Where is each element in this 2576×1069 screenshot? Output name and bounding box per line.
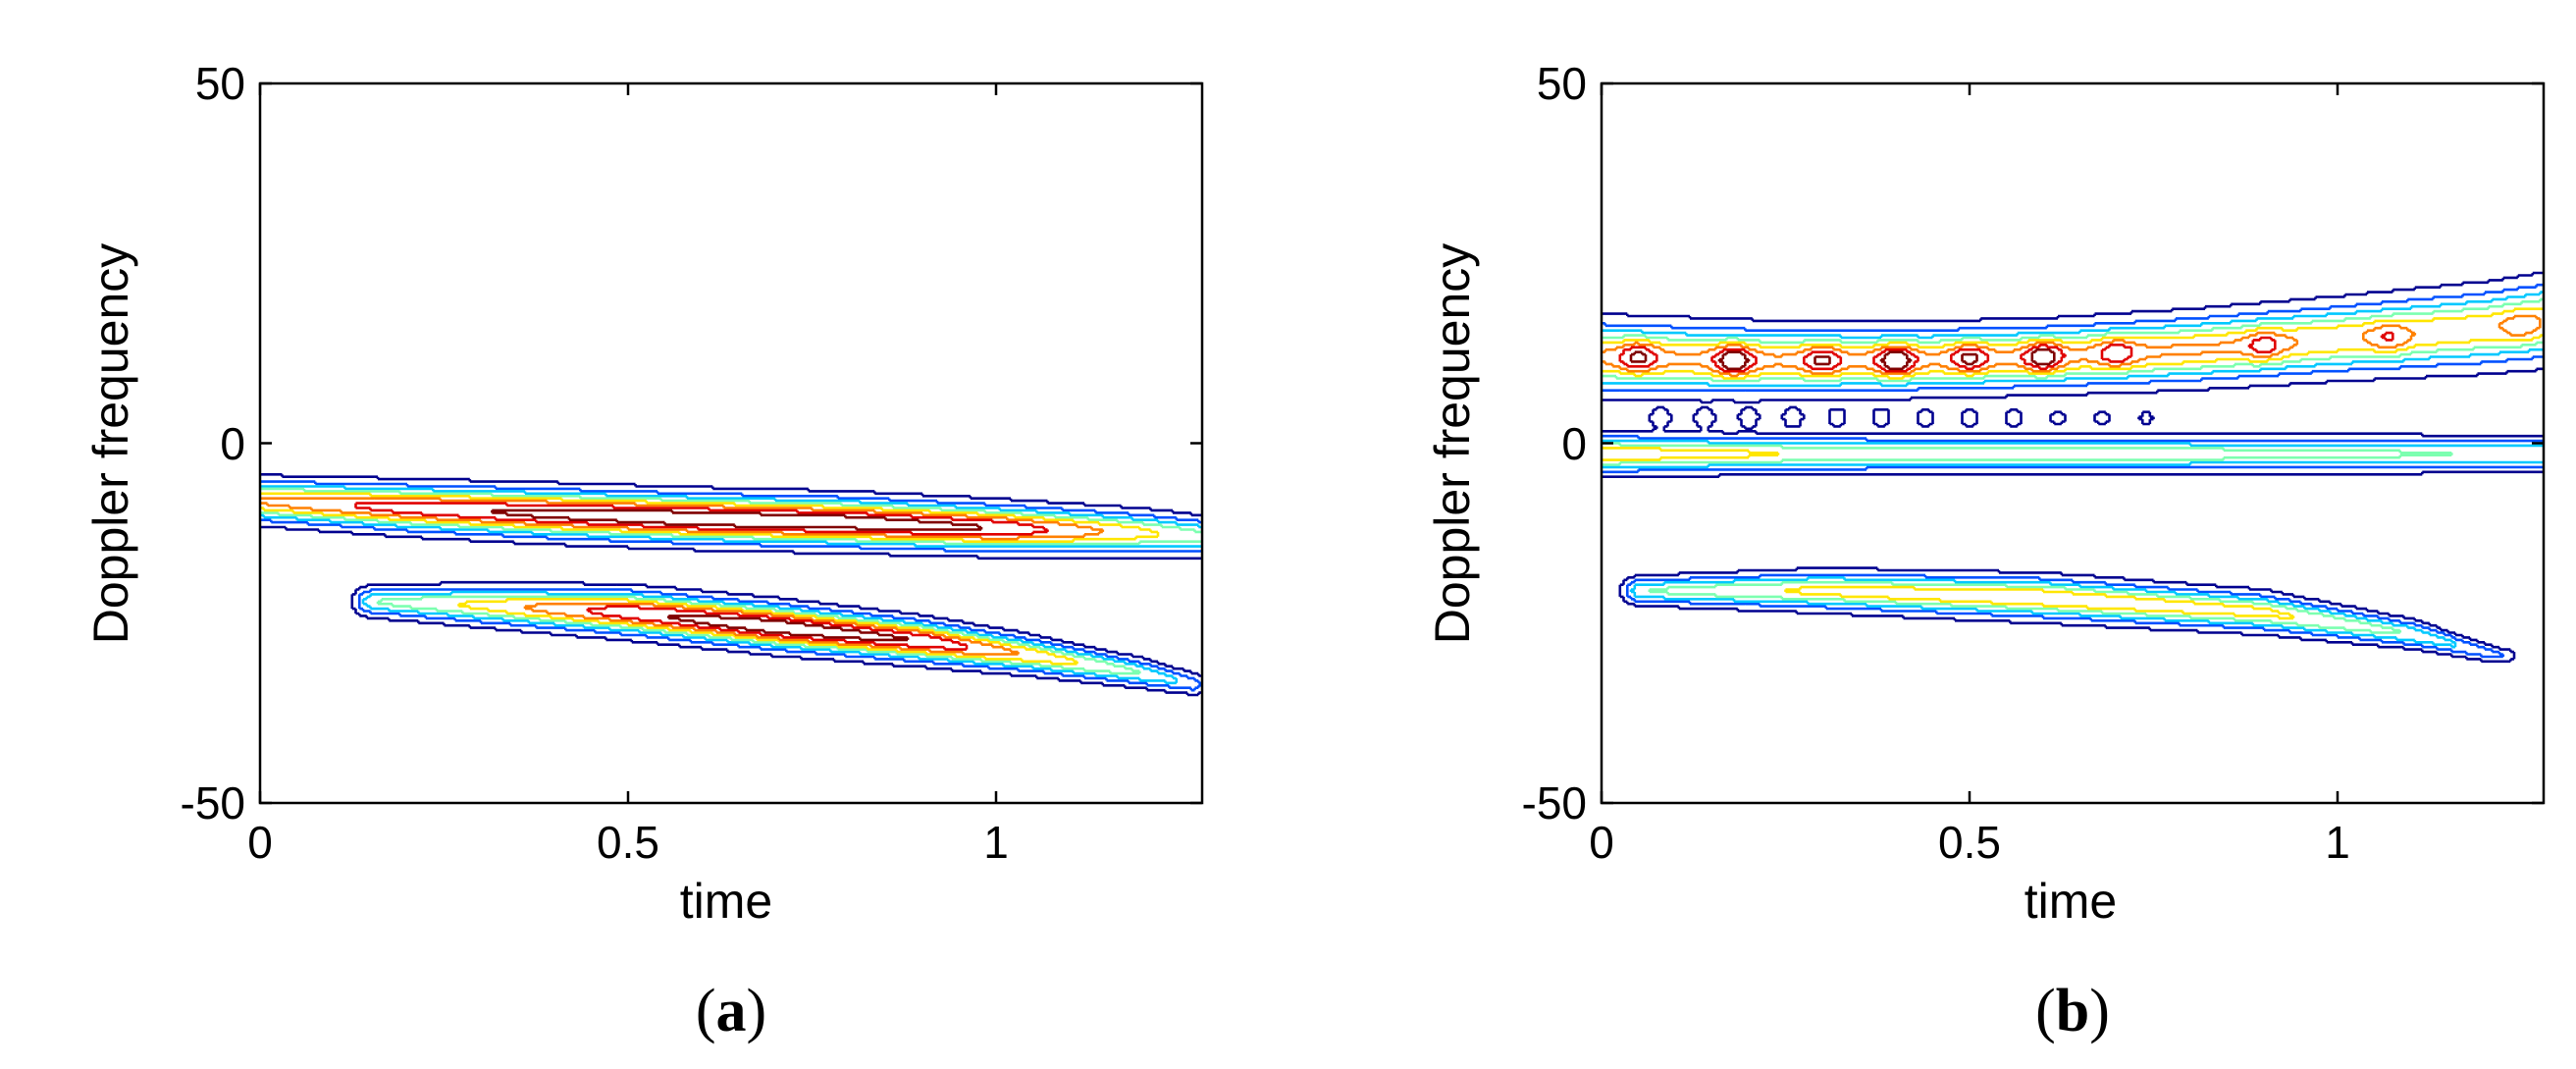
panel-a: 50 0 -50 0 0.5 1 time Doppler frequency …: [83, 58, 1204, 1044]
panel-a-contour-level-4: [260, 487, 1202, 675]
panel-b-xlabel: time: [2024, 874, 2117, 929]
panel-a-ytick-label-bottom: -50: [181, 777, 245, 828]
panel-a-contour-level-8: [491, 508, 983, 642]
panel-b: 50 0 -50 0 0.5 1 time Doppler frequency …: [1425, 58, 2546, 1044]
panel-b-label-close: ): [2089, 978, 2110, 1044]
panel-b-contour-level-6: [1602, 314, 2542, 378]
panel-a-contour-level-1: [260, 473, 1202, 697]
panel-b-xtick-label-1: 0.5: [1938, 817, 2001, 868]
panel-a-contour-level-7: [354, 502, 1049, 651]
panel-a-label: (a): [696, 978, 766, 1044]
panel-b-contour-level-5: [1602, 307, 2544, 620]
panel-a-ylabel: Doppler frequency: [83, 243, 138, 645]
panel-b-contour-level-7: [1618, 331, 2394, 373]
panel-b-ytick-label-bottom: -50: [1522, 777, 1587, 828]
panel-b-ytick-label-top: 50: [1537, 58, 1587, 109]
panel-a-label-open: (: [696, 978, 716, 1044]
panel-a-label-letter: a: [716, 978, 747, 1044]
panel-b-contour-level-2: [1602, 283, 2544, 659]
panel-b-contours: [1602, 271, 2544, 664]
panel-b-contour-level-1: [1602, 271, 2544, 664]
panel-a-ytick-label-mid: 0: [220, 418, 245, 469]
panel-a-contours: [260, 473, 1202, 697]
panel-a-contour-level-5: [260, 492, 1160, 666]
panel-b-xtick-label-2: 1: [2325, 817, 2350, 868]
panel-a-contour-level-3: [260, 485, 1202, 685]
panel-b-label-open: (: [2035, 978, 2056, 1044]
panel-b-contour-level-8: [1629, 347, 2056, 371]
panel-a-contour-level-6: [260, 497, 1105, 656]
panel-b-ylabel: Doppler frequency: [1425, 243, 1480, 645]
panel-b-label-letter: b: [2056, 978, 2089, 1044]
panel-a-xtick-label-1: 0.5: [597, 817, 659, 868]
panel-b-label: (b): [2035, 978, 2110, 1044]
panel-a-xtick-label-2: 1: [983, 817, 1009, 868]
panel-a-contour-level-2: [260, 480, 1202, 692]
panel-a-label-close: ): [747, 978, 767, 1044]
panel-a-plot-area: [260, 83, 1202, 803]
panel-a-xtick-label-0: 0: [247, 817, 273, 868]
panel-b-ticks: [1600, 81, 2544, 805]
panel-b-contour-level-4: [1602, 297, 2544, 634]
panel-a-xlabel: time: [680, 874, 772, 929]
panel-a-ticks: [258, 81, 1202, 805]
panel-b-xtick-label-0: 0: [1589, 817, 1614, 868]
panel-a-ytick-label-top: 50: [195, 58, 245, 109]
panel-b-ytick-label-mid: 0: [1561, 418, 1587, 469]
panel-b-contour-level-3: [1602, 291, 2544, 649]
